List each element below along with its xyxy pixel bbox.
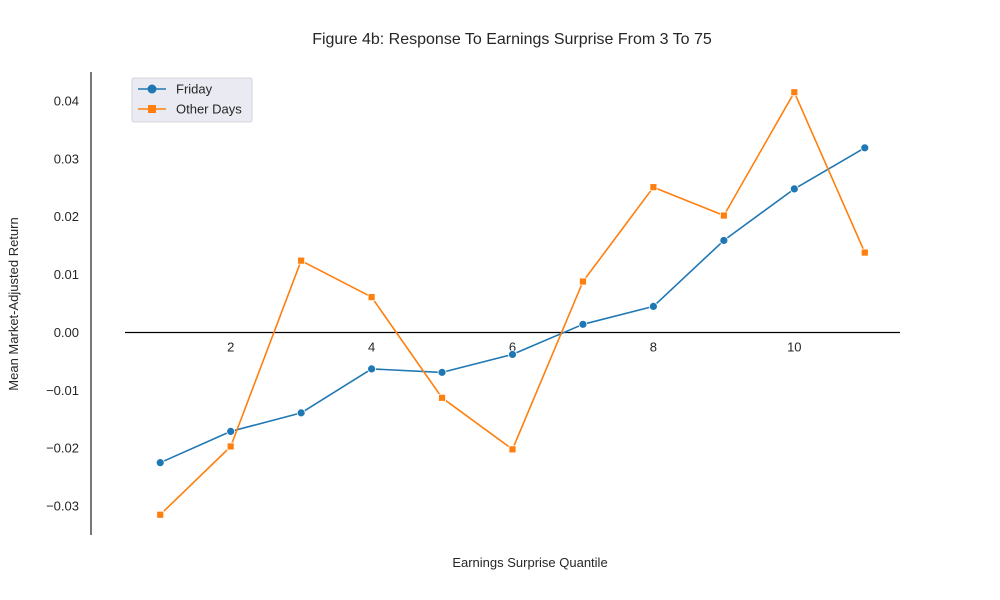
x-tick-label: 8 xyxy=(650,339,657,354)
y-tick-label: 0.04 xyxy=(54,93,79,108)
data-point xyxy=(367,293,376,302)
y-tick-label: 0.01 xyxy=(54,267,79,282)
data-point xyxy=(508,445,517,454)
y-tick-label: −0.01 xyxy=(46,383,79,398)
x-tick-label: 4 xyxy=(368,339,375,354)
data-point xyxy=(226,427,236,436)
x-tick-label: 2 xyxy=(227,339,234,354)
legend: Friday Other Days xyxy=(131,77,253,123)
data-point xyxy=(649,183,658,192)
chart-title: Figure 4b: Response To Earnings Surprise… xyxy=(312,31,712,48)
data-point xyxy=(719,236,729,245)
series-layer xyxy=(155,88,870,519)
data-point xyxy=(156,510,165,519)
data-point xyxy=(437,367,447,377)
data-point xyxy=(155,458,165,468)
y-tick-label: 0.02 xyxy=(54,209,79,224)
x-axis-title: Earnings Surprise Quantile xyxy=(452,555,607,570)
x-tick-label: 6 xyxy=(509,339,516,354)
data-point xyxy=(297,256,306,265)
y-tick-label: −0.02 xyxy=(46,441,79,456)
data-point xyxy=(367,364,376,374)
data-point xyxy=(438,393,446,402)
legend-marker xyxy=(148,105,156,113)
y-axis-title: Mean Market-Adjusted Return xyxy=(6,217,21,390)
legend-label: Friday xyxy=(176,82,213,97)
data-point xyxy=(579,277,587,286)
data-point xyxy=(790,88,799,97)
data-point xyxy=(649,301,658,311)
y-tick-label: 0.00 xyxy=(54,325,79,340)
data-point xyxy=(578,319,588,329)
data-point xyxy=(789,184,799,194)
data-point xyxy=(508,350,517,359)
data-point xyxy=(226,442,235,451)
data-point xyxy=(719,211,728,220)
legend-marker xyxy=(147,84,157,94)
y-tick-label: 0.03 xyxy=(54,151,79,166)
legend-label: Other Days xyxy=(176,102,242,117)
data-point xyxy=(860,248,869,257)
y-tick-labels: −0.03 −0.02 −0.01 0.00 0.01 0.02 0.03 0.04 xyxy=(46,93,79,513)
x-tick-labels: 2 4 6 8 10 xyxy=(227,339,801,354)
data-point xyxy=(296,408,306,418)
x-tick-label: 10 xyxy=(787,339,801,354)
y-tick-label: −0.03 xyxy=(46,499,79,514)
series-line-0 xyxy=(159,147,866,464)
data-point xyxy=(860,143,870,153)
